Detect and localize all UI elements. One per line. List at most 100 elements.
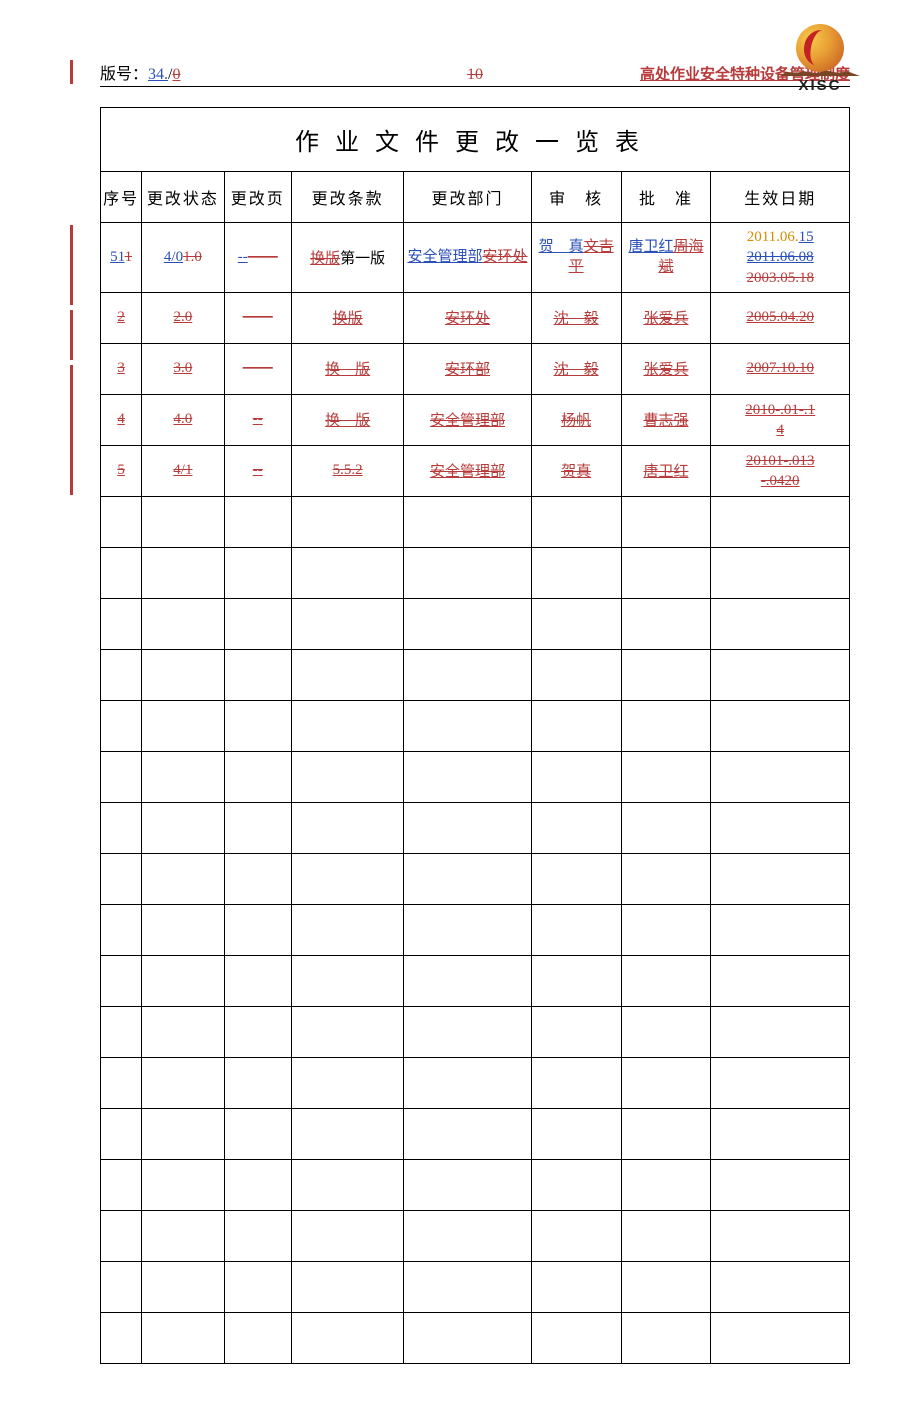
th-seq: 序号 [101, 172, 142, 223]
table-row [101, 1210, 850, 1261]
empty-cell [404, 1261, 531, 1312]
th-dept: 更改部门 [404, 172, 531, 223]
cell-seq: 4 [101, 394, 142, 445]
th-status: 更改状态 [142, 172, 224, 223]
table-row [101, 1261, 850, 1312]
delete-text: 杨帆 [561, 413, 591, 429]
empty-cell [142, 853, 224, 904]
empty-cell [404, 802, 531, 853]
table-row: 3 3.0 —— 换 版 安环部 沈 毅 张爱兵 2007.10.10 [101, 343, 850, 394]
empty-cell [142, 496, 224, 547]
empty-cell [404, 751, 531, 802]
empty-cell [621, 547, 711, 598]
delete-text: 2010-.01-.1 [713, 400, 847, 420]
empty-cell [711, 649, 850, 700]
delete-text: 4/1 [173, 462, 192, 478]
delete-text: 安环部 [445, 362, 490, 378]
logo-text: XISC [780, 77, 860, 94]
page-header: 版号： 34. / 0 10 高处作业安全特种设备管理制度 XISC [100, 60, 850, 87]
th-clause: 更改条款 [291, 172, 403, 223]
empty-cell [291, 1108, 403, 1159]
cell-page: --—— [224, 223, 291, 293]
cell-status: 4/1 [142, 445, 224, 496]
empty-cell [291, 700, 403, 751]
empty-cell [621, 1108, 711, 1159]
empty-cell [291, 547, 403, 598]
cell-clause: 换版第一版 [291, 223, 403, 293]
delete-text: 安环处 [482, 249, 527, 265]
table-row [101, 802, 850, 853]
empty-cell [621, 700, 711, 751]
empty-cell [291, 649, 403, 700]
empty-cell [621, 1159, 711, 1210]
cell-approver: 唐卫红周海斌 [621, 223, 711, 293]
empty-cell [142, 1108, 224, 1159]
table-row [101, 598, 850, 649]
empty-cell [224, 649, 291, 700]
empty-cell [404, 1312, 531, 1363]
table-row [101, 1006, 850, 1057]
cell-reviewer: 杨帆 [531, 394, 621, 445]
empty-cell [531, 1108, 621, 1159]
change-log-table: 作业文件更改一览表 序号 更改状态 更改页 更改条款 更改部门 审 核 批 准 … [100, 107, 850, 1364]
revision-mark [70, 365, 73, 495]
empty-cell [101, 1312, 142, 1363]
empty-cell [224, 547, 291, 598]
empty-cell [224, 904, 291, 955]
table-title-row: 作业文件更改一览表 [101, 108, 850, 172]
empty-cell [404, 853, 531, 904]
empty-cell [291, 496, 403, 547]
table-row [101, 1312, 850, 1363]
empty-cell [531, 1312, 621, 1363]
empty-cell [621, 1261, 711, 1312]
empty-cell [291, 1261, 403, 1312]
delete-text: 换版 [310, 251, 340, 267]
empty-cell [531, 751, 621, 802]
delete-text: 2 [117, 309, 125, 325]
empty-cell [224, 1108, 291, 1159]
insert-text: 51 [110, 249, 124, 265]
empty-cell [291, 1159, 403, 1210]
empty-cell [101, 1108, 142, 1159]
empty-cell [101, 1006, 142, 1057]
empty-cell [101, 1261, 142, 1312]
version-field: 版号： 34. / 0 [100, 60, 180, 84]
cell-approver: 张爱兵 [621, 292, 711, 343]
cell-date: 2005.04.20 [711, 292, 850, 343]
table-row: 5 4/1 -- 5.5.2 安全管理部 贺真 唐卫红 20101-.013 -… [101, 445, 850, 496]
table-row [101, 547, 850, 598]
empty-cell [291, 1210, 403, 1261]
empty-cell [711, 1312, 850, 1363]
empty-cell [711, 802, 850, 853]
delete-text: -.0420 [713, 471, 847, 491]
empty-cell [711, 598, 850, 649]
empty-cell [291, 1006, 403, 1057]
empty-cell [224, 598, 291, 649]
empty-cell [711, 1261, 850, 1312]
empty-cell [621, 904, 711, 955]
empty-cell [291, 853, 403, 904]
empty-cell [711, 700, 850, 751]
cell-clause: 换 版 [291, 343, 403, 394]
delete-text: 换 版 [325, 413, 370, 429]
insert-text: 唐卫红 [628, 239, 673, 255]
empty-cell [101, 700, 142, 751]
empty-cell [531, 496, 621, 547]
empty-cell [404, 547, 531, 598]
cell-seq: 3 [101, 343, 142, 394]
cell-page: —— [224, 292, 291, 343]
empty-cell [531, 700, 621, 751]
cell-dept: 安环处 [404, 292, 531, 343]
empty-cell [224, 751, 291, 802]
empty-cell [531, 1057, 621, 1108]
empty-cell [291, 802, 403, 853]
empty-cell [531, 853, 621, 904]
empty-cell [101, 802, 142, 853]
empty-cell [101, 547, 142, 598]
table-row [101, 496, 850, 547]
empty-cell [142, 1210, 224, 1261]
empty-cell [101, 1057, 142, 1108]
empty-cell [101, 955, 142, 1006]
delete-text: 4.0 [174, 411, 193, 427]
delete-text: 2003.05.18 [713, 268, 847, 288]
